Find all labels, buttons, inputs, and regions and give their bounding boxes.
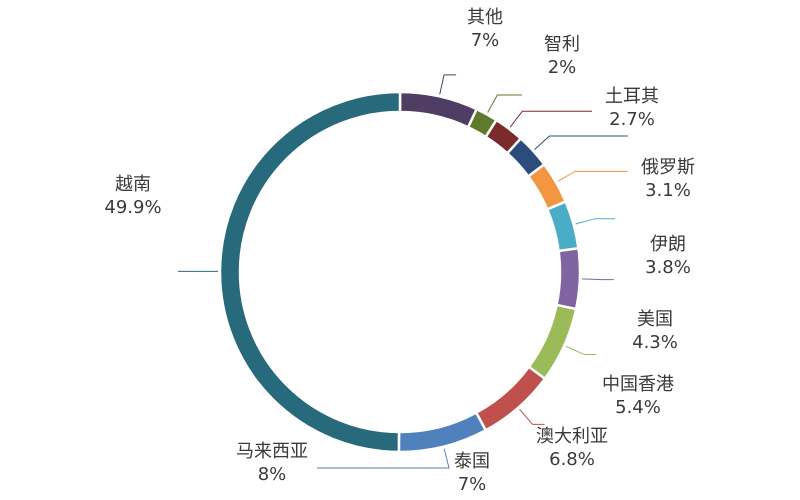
- donut-slice: [398, 90, 479, 129]
- slice-label: 中国香港: [602, 374, 674, 395]
- slice-label: 俄罗斯: [641, 157, 695, 178]
- slice-value-label: 4.3%: [632, 332, 678, 353]
- slice-label: 其他: [467, 7, 503, 28]
- slice-value-label: 49.9%: [104, 197, 161, 218]
- donut-slice: [397, 410, 488, 454]
- donut-slice: [527, 303, 578, 381]
- donut-slice: [555, 246, 582, 311]
- slice-label: 美国: [637, 309, 673, 330]
- leader-line: [519, 408, 545, 425]
- slice-value-label: 2%: [548, 57, 577, 78]
- slice-label: 澳大利亚: [536, 426, 608, 447]
- slice-value-label: 8%: [258, 464, 287, 485]
- donut-slice: [545, 199, 580, 253]
- leader-line: [534, 135, 628, 150]
- leader-line: [557, 170, 628, 182]
- leader-line: [575, 218, 615, 225]
- slice-value-label: 7%: [471, 30, 500, 51]
- slice-value-label: 3.8%: [645, 257, 691, 278]
- leader-line: [581, 278, 614, 281]
- leader-line: [509, 110, 592, 128]
- leader-line: [487, 94, 522, 113]
- slice-label: 智利: [544, 34, 580, 55]
- slice-label: 泰国: [454, 451, 490, 472]
- slice-value-label: 6.8%: [549, 449, 595, 470]
- slice-value-label: 5.4%: [615, 397, 661, 418]
- slice-label: 伊朗: [650, 234, 686, 255]
- donut-slice: [218, 90, 402, 454]
- donut-slice: [474, 365, 547, 432]
- slice-value-label: 2.7%: [609, 109, 655, 130]
- leader-line: [565, 345, 597, 356]
- leader-line: [317, 448, 450, 469]
- slice-value-label: 7%: [458, 474, 487, 495]
- slice-label: 土耳其: [605, 86, 659, 107]
- leader-line: [439, 74, 457, 95]
- slice-value-label: 3.1%: [645, 180, 691, 201]
- slice-label: 越南: [115, 174, 151, 195]
- slice-label: 马来西亚: [236, 441, 308, 462]
